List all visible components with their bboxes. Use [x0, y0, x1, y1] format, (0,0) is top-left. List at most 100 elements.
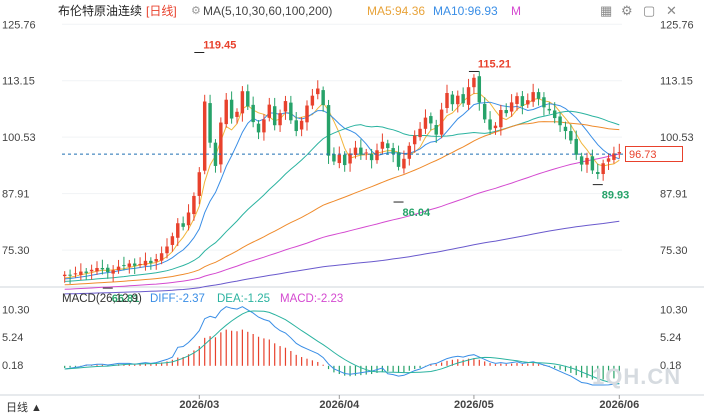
macd-tick-label-right: 0.18 — [660, 360, 681, 372]
candle-body — [531, 92, 535, 102]
candle-body — [305, 105, 309, 123]
macd-diff-line — [64, 306, 620, 386]
candle-body — [472, 77, 476, 88]
candle-body — [612, 153, 616, 160]
ma10-line — [64, 101, 620, 280]
candle-body — [353, 147, 358, 155]
macd-dea-line — [64, 310, 620, 385]
candle-body — [111, 270, 115, 274]
candle-body — [116, 266, 121, 271]
candle-body — [79, 271, 83, 275]
candle-body — [132, 263, 137, 266]
price-tick-label-left: 87.91 — [2, 189, 30, 201]
candle-body — [536, 92, 541, 99]
candle-body — [439, 109, 444, 135]
macd-dea-value: DEA:-1.25 — [217, 293, 271, 305]
candle-body — [369, 154, 374, 161]
candle-body — [181, 223, 185, 227]
ma-more-label: M — [511, 4, 521, 18]
candle-body — [316, 88, 320, 95]
grid-icon[interactable]: ▦ — [600, 3, 613, 18]
candle-body — [418, 128, 422, 138]
extreme-price-label: 86.04 — [403, 207, 431, 219]
candle-body — [240, 91, 245, 114]
candle-body — [617, 152, 622, 154]
extreme-price-label: 89.93 — [602, 190, 630, 202]
candle-body — [192, 195, 196, 215]
candle-body — [380, 141, 385, 149]
period-footer-label[interactable]: 日线 ▲ — [6, 402, 42, 414]
candle-body — [348, 153, 352, 164]
candle-body — [429, 116, 433, 124]
candle-body — [170, 236, 175, 245]
macd-params-label: MACD(26,12,9) — [62, 293, 142, 305]
candle-body — [262, 119, 266, 133]
candle-body — [283, 101, 288, 112]
candle-body — [456, 95, 460, 105]
ma5-value: MA5:94.36 — [367, 4, 426, 18]
date-tick-label: 2026/05 — [454, 399, 494, 411]
candle-body — [106, 267, 110, 273]
candle-body — [246, 91, 250, 107]
macd-tick-label-left: 10.30 — [2, 304, 30, 316]
candle-body — [176, 223, 180, 238]
candle-body — [396, 152, 401, 167]
price-tick-label-left: 125.76 — [2, 19, 36, 31]
close-icon[interactable]: ✕ — [666, 3, 677, 18]
candle-body — [337, 154, 342, 164]
candle-body — [100, 267, 105, 270]
candle-body — [552, 110, 557, 119]
price-tick-label-right: 87.91 — [660, 189, 688, 201]
candle-body — [73, 273, 78, 275]
price-tick-label-right: 113.15 — [660, 76, 693, 88]
candle-body — [445, 93, 449, 108]
macd-diff-value: DIFF:-2.37 — [150, 293, 205, 305]
macd-hist-value: MACD:-2.23 — [280, 293, 344, 305]
candle-body — [267, 104, 272, 118]
extreme-price-label: 115.21 — [478, 58, 511, 70]
instrument-title: 布伦特原油连续 — [58, 4, 143, 18]
candle-body — [402, 158, 406, 169]
macd-tick-label-left: 0.18 — [2, 360, 23, 372]
macd-tick-label-left: 5.24 — [2, 332, 23, 344]
candle-body — [407, 145, 412, 159]
candle-body — [359, 147, 363, 155]
period-selector[interactable]: [日线] — [146, 4, 177, 18]
watermark: 1QH.CN — [592, 364, 682, 389]
ma200-line — [64, 220, 620, 295]
candle-body — [186, 212, 191, 226]
candle-body — [143, 260, 148, 266]
ma60-line — [64, 121, 620, 286]
last-price-tag: 96.73 — [625, 146, 683, 162]
candle-body — [590, 156, 595, 171]
candle-body — [574, 138, 578, 155]
settings-icon[interactable]: ⚙ — [621, 3, 633, 18]
candle-body — [256, 123, 261, 133]
window-icon[interactable]: ▢ — [643, 3, 656, 18]
candle-body — [272, 106, 277, 126]
ma-params-label[interactable]: MA(5,10,30,60,100,200) — [203, 4, 333, 18]
gear-icon[interactable]: ⚙ — [191, 5, 201, 17]
candle-body — [509, 102, 514, 112]
candle-body — [278, 113, 282, 126]
candle-body — [202, 101, 207, 171]
candle-body — [466, 87, 471, 105]
candle-body — [310, 95, 315, 106]
candle-body — [213, 142, 218, 166]
candle-body — [579, 156, 584, 165]
candle-body — [197, 172, 202, 196]
price-tick-label-right: 125.76 — [660, 19, 694, 31]
macd-tick-label-right: 10.30 — [660, 304, 688, 316]
candle-body — [224, 99, 228, 125]
chart-header: 布伦特原油连续 [日线] ⚙ MA(5,10,30,60,100,200) MA… — [0, 0, 704, 22]
candle-body — [332, 154, 336, 162]
price-tick-label-right: 75.30 — [660, 245, 688, 257]
candle-body — [321, 90, 325, 106]
candle-body — [477, 76, 482, 103]
candle-body — [219, 122, 223, 165]
candle-body — [450, 94, 455, 105]
candle-body — [326, 105, 331, 156]
candle-body — [208, 103, 212, 143]
extreme-price-label: 66.81 — [112, 293, 140, 305]
